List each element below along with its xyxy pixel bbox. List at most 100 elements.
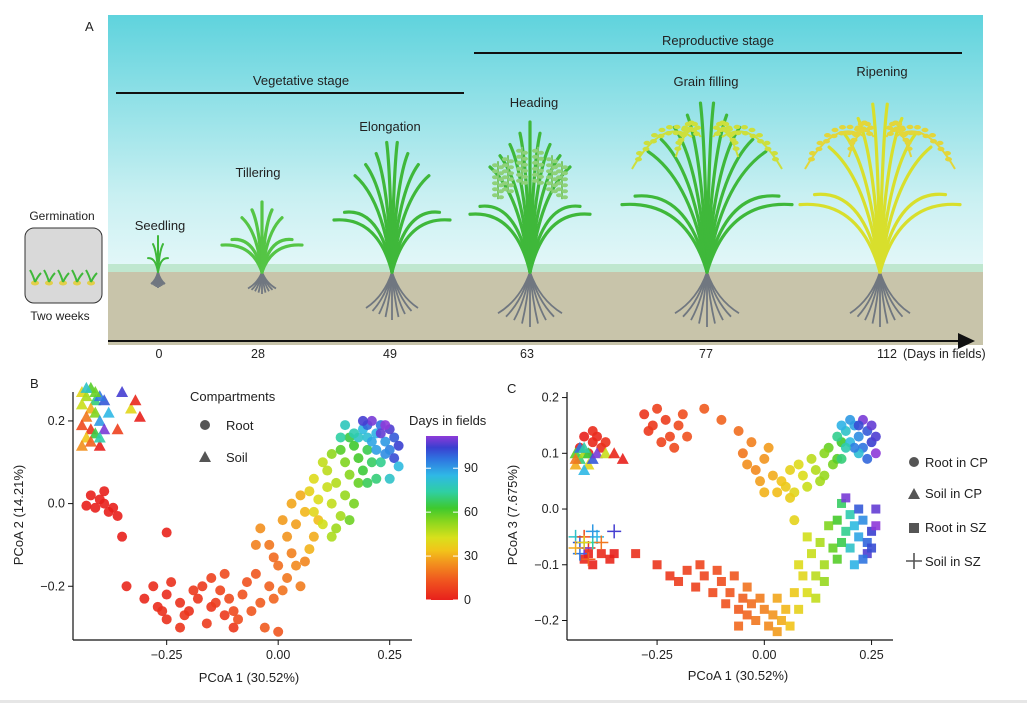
data-point-root — [349, 440, 360, 451]
data-point-root-in-cp — [870, 431, 881, 442]
data-point-root-in-sz — [819, 576, 829, 586]
panel-c: C −0.25 0.00 0.25 0.2 0.1 0.0 −0.1 −0.2 PCoA 1 … — [505, 381, 988, 683]
data-point-root-in-cp — [682, 431, 693, 442]
data-point-root — [277, 585, 288, 596]
data-point-root — [237, 589, 248, 600]
data-point-root — [340, 420, 351, 431]
data-point-soil — [75, 439, 88, 451]
data-point-root-in-sz — [867, 526, 877, 536]
data-point-root-in-sz — [849, 521, 859, 531]
data-point-root-in-cp — [845, 414, 856, 425]
days-colorbar — [426, 436, 458, 600]
data-point-soil-in-sz — [585, 524, 600, 539]
stage-label-seedling: Seedling — [135, 218, 186, 233]
data-point-root-in-cp — [716, 414, 727, 425]
data-point-root-in-cp — [664, 431, 675, 442]
data-point-root-in-cp — [759, 487, 770, 498]
data-point-root-in-cp — [587, 426, 598, 437]
data-point-root — [357, 415, 368, 426]
data-point-root — [384, 473, 395, 484]
data-point-root-in-cp — [677, 409, 688, 420]
data-point-root — [206, 573, 217, 583]
timeline-tick-label: 63 — [520, 347, 534, 361]
data-point-root-in-sz — [811, 593, 821, 603]
seed-icon — [31, 280, 39, 286]
data-point-root-in-sz — [588, 560, 598, 570]
data-point-root — [371, 473, 382, 484]
data-point-root-in-cp — [579, 431, 590, 442]
data-point-root — [375, 428, 386, 439]
stage-label-heading: Heading — [510, 95, 558, 110]
data-point-root-in-cp — [793, 459, 804, 470]
soil-layer — [108, 272, 983, 345]
data-point-soil — [80, 381, 93, 393]
data-point-root — [99, 498, 110, 509]
data-point-root-in-cp — [643, 426, 654, 437]
data-point-root-in-cp — [780, 481, 791, 492]
data-point-root — [161, 527, 172, 538]
data-point-root — [353, 477, 364, 488]
data-point-root-in-cp — [866, 420, 877, 431]
data-point-root-in-sz — [862, 549, 872, 559]
data-point-root — [157, 606, 168, 617]
data-point-root — [357, 465, 368, 476]
legend-soil-cp-label: Soil in CP — [925, 486, 982, 501]
data-point-root-in-cp — [862, 453, 873, 464]
timeline-tick-label: 28 — [251, 347, 265, 361]
seed-icon — [59, 280, 67, 286]
data-point-root-in-sz — [794, 560, 804, 570]
data-point-root — [161, 614, 172, 625]
data-point-root-in-sz — [729, 571, 739, 581]
data-point-root-in-sz — [699, 571, 709, 581]
data-point-root — [366, 436, 377, 447]
data-point-root — [228, 606, 239, 617]
data-point-root-in-cp — [789, 515, 800, 526]
panel-b-points — [75, 381, 404, 637]
data-point-root — [326, 498, 337, 509]
data-point-root-in-cp — [755, 476, 766, 487]
legend-soil-label: Soil — [226, 450, 248, 465]
data-point-root — [380, 436, 391, 447]
data-point-root-in-sz — [712, 565, 722, 575]
data-point-root — [264, 539, 275, 550]
panicle-icon — [721, 124, 783, 170]
data-point-root-in-cp — [819, 470, 830, 481]
y-tick-label: 0.2 — [48, 414, 65, 428]
data-point-root-in-cp — [853, 431, 864, 442]
data-point-root — [322, 465, 333, 476]
data-point-root — [241, 577, 252, 588]
data-point-soil-in-cp — [569, 458, 582, 470]
data-point-root-in-sz — [807, 549, 816, 559]
rice-plant — [332, 140, 452, 320]
data-point-root — [349, 428, 360, 439]
y-tick-label: 0.1 — [542, 446, 559, 460]
data-point-root — [201, 618, 212, 629]
data-point-root-in-cp — [737, 448, 748, 459]
data-point-root — [295, 581, 306, 592]
leaf-blade — [157, 257, 169, 273]
data-point-root-in-cp — [836, 420, 847, 431]
data-point-root — [175, 597, 186, 608]
data-point-root — [233, 614, 244, 625]
data-point-root — [255, 597, 266, 608]
seed-icon — [45, 280, 53, 286]
data-point-soil — [133, 410, 146, 422]
data-point-root — [299, 506, 310, 517]
data-point-root-in-cp — [759, 453, 770, 464]
timeline-tick-label: 49 — [383, 347, 397, 361]
data-point-root — [273, 560, 284, 571]
data-point-root — [331, 523, 342, 534]
data-point-root-in-cp — [836, 453, 847, 464]
data-point-root-in-sz — [854, 532, 864, 542]
data-point-root — [340, 457, 351, 468]
data-point-root — [166, 577, 177, 588]
data-point-root — [291, 519, 302, 530]
compartments-legend-title: Compartments — [190, 389, 276, 404]
data-point-root-in-sz — [764, 621, 774, 631]
data-point-root-in-cp — [819, 448, 830, 459]
data-point-root — [228, 622, 239, 633]
data-point-root — [389, 453, 400, 464]
data-point-root-in-sz — [867, 543, 877, 553]
data-point-root-in-sz — [742, 582, 752, 592]
leaf-blade — [705, 202, 794, 274]
